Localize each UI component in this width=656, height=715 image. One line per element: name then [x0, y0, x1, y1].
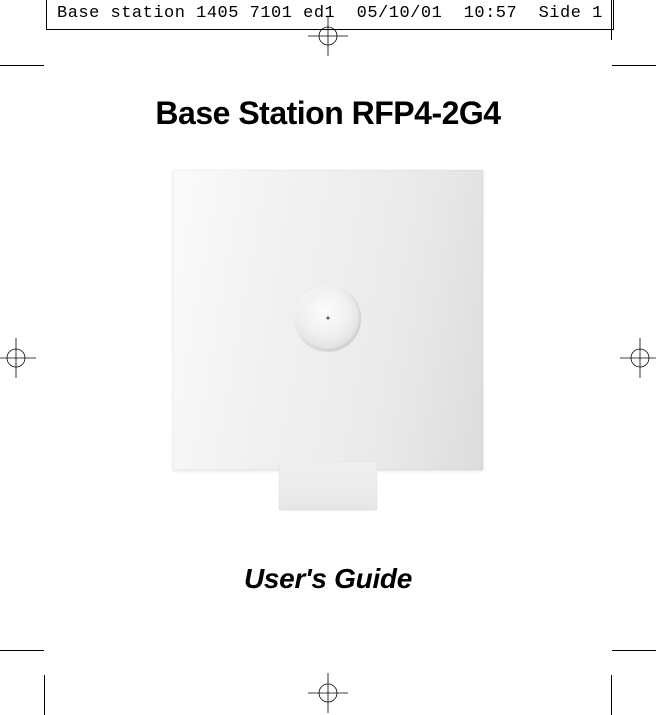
document-title: Base Station RFP4-2G4: [0, 95, 656, 132]
metadata-filename: Base station 1405 7101 ed1: [57, 4, 335, 23]
product-led-dot: [327, 317, 330, 320]
crop-mark: [611, 0, 612, 40]
crop-mark: [611, 675, 612, 715]
registration-mark-icon: [308, 16, 348, 56]
registration-mark-icon: [620, 338, 656, 378]
metadata-time: 10:57: [464, 4, 518, 23]
product-center-disc: [295, 285, 361, 351]
product-image: [173, 170, 483, 510]
crop-mark: [612, 65, 656, 66]
crop-mark: [44, 675, 45, 715]
product-base: [279, 462, 377, 510]
product-body: [173, 170, 483, 470]
registration-mark-icon: [308, 673, 348, 713]
metadata-page: Side 1: [539, 4, 603, 23]
crop-mark: [0, 65, 44, 66]
metadata-date: 05/10/01: [357, 4, 443, 23]
crop-mark: [0, 650, 44, 651]
registration-mark-icon: [0, 338, 36, 378]
document-subtitle: User's Guide: [0, 563, 656, 595]
crop-mark: [612, 650, 656, 651]
